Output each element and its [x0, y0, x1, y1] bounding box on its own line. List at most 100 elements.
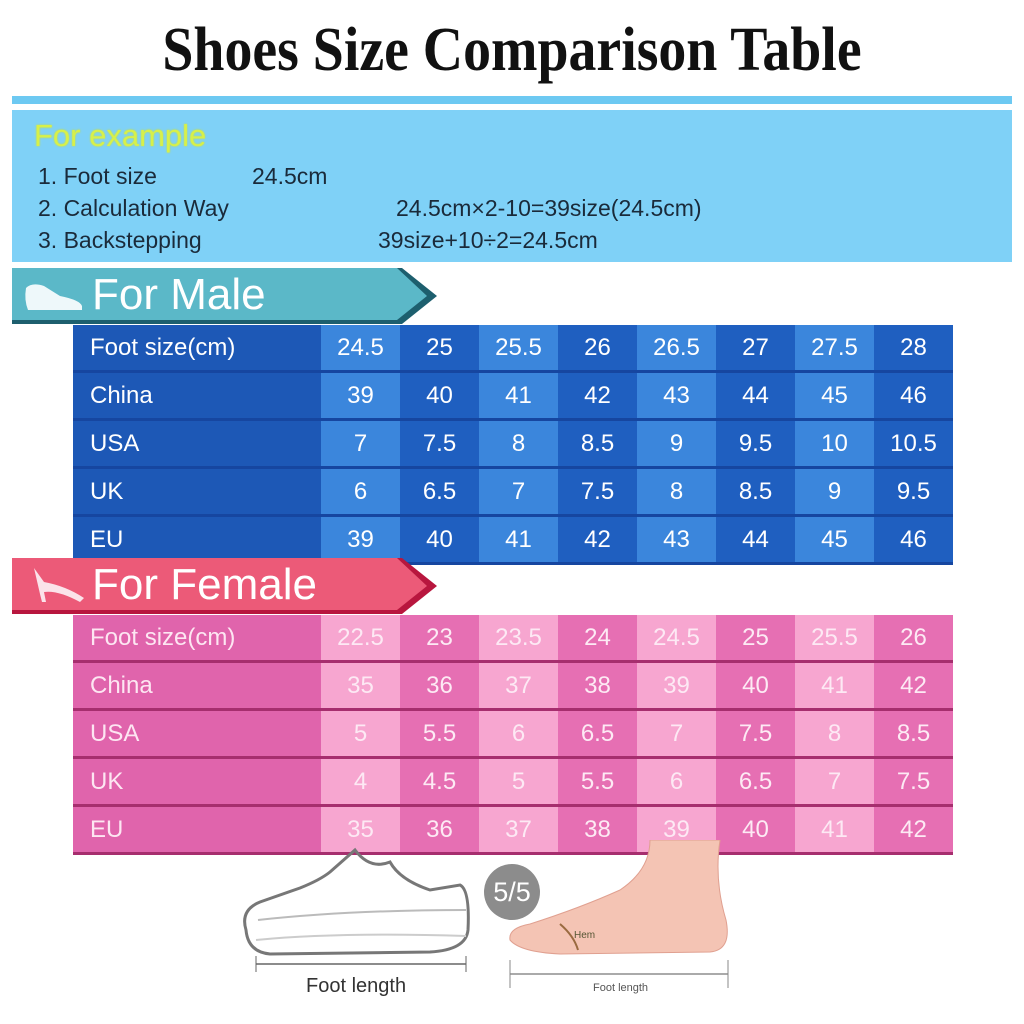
size-cell: 40 — [716, 663, 795, 708]
table-row: EU 39 40 41 42 43 44 45 46 — [73, 517, 953, 565]
female-banner-arrow — [12, 558, 437, 614]
size-cell: 8.5 — [716, 469, 795, 514]
female-size-table: Foot size(cm) 22.5 23 23.5 24 24.5 25 25.5 26 Chi… — [73, 615, 953, 855]
divider — [12, 96, 1012, 104]
size-cell: 35 — [321, 663, 400, 708]
table-row: UK 6 6.5 7 7.5 8 8.5 9 9.5 — [73, 469, 953, 517]
size-cell: 26 — [874, 615, 953, 660]
size-cell: 40 — [400, 517, 479, 562]
size-cell: 9 — [795, 469, 874, 514]
size-cell: 7.5 — [400, 421, 479, 466]
size-cell: 42 — [558, 373, 637, 418]
row-label: UK — [73, 469, 321, 514]
table-row: China 35 36 37 38 39 40 41 42 — [73, 663, 953, 711]
size-cell: 44 — [716, 517, 795, 562]
size-cell: 41 — [479, 517, 558, 562]
size-cell: 7.5 — [716, 711, 795, 756]
size-cell: 40 — [716, 807, 795, 852]
page-title: Shoes Size Comparison Table — [162, 16, 862, 84]
size-cell: 40 — [400, 373, 479, 418]
male-heading: For Male — [92, 270, 266, 319]
size-cell: 26.5 — [637, 325, 716, 370]
table-row: China 39 40 41 42 43 44 45 46 — [73, 373, 953, 421]
size-cell: 7 — [321, 421, 400, 466]
size-cell: 23.5 — [479, 615, 558, 660]
row-label: China — [73, 373, 321, 418]
row-label: Foot size(cm) — [73, 615, 321, 660]
size-cell: 36 — [400, 663, 479, 708]
table-row: Foot size(cm) 22.5 23 23.5 24 24.5 25 25.5 26 — [73, 615, 953, 663]
size-cell: 42 — [558, 517, 637, 562]
size-cell: 8.5 — [874, 711, 953, 756]
size-cell: 6 — [637, 759, 716, 804]
size-cell: 7.5 — [558, 469, 637, 514]
size-cell: 4.5 — [400, 759, 479, 804]
size-cell: 38 — [558, 807, 637, 852]
size-cell: 6 — [479, 711, 558, 756]
example-line-label: 1. Foot size — [38, 163, 157, 189]
size-cell: 24 — [558, 615, 637, 660]
foot-illustration — [509, 840, 729, 988]
size-cell: 38 — [558, 663, 637, 708]
size-cell: 39 — [321, 517, 400, 562]
male-size-table: Foot size(cm) 24.5 25 25.5 26 26.5 27 27.5 28 Chi… — [73, 325, 953, 565]
size-cell: 41 — [795, 807, 874, 852]
shoe-caption: Foot length — [306, 975, 407, 997]
foot-caption: Foot length — [590, 982, 652, 995]
male-banner: For Male — [12, 268, 442, 324]
hem-label: Hem — [574, 930, 596, 941]
size-cell: 24.5 — [321, 325, 400, 370]
size-cell: 7 — [795, 759, 874, 804]
row-label: USA — [73, 421, 321, 466]
size-cell: 6.5 — [400, 469, 479, 514]
size-cell: 8 — [637, 469, 716, 514]
size-cell: 35 — [321, 807, 400, 852]
size-cell: 41 — [479, 373, 558, 418]
size-cell: 9.5 — [716, 421, 795, 466]
image-counter-badge[interactable]: 5/5 — [484, 864, 540, 920]
size-cell: 45 — [795, 517, 874, 562]
size-cell: 27.5 — [795, 325, 874, 370]
size-cell: 25 — [716, 615, 795, 660]
row-label: USA — [73, 711, 321, 756]
female-banner: For Female — [12, 558, 442, 614]
size-cell: 28 — [874, 325, 953, 370]
size-cell: 37 — [479, 807, 558, 852]
example-heading: For example — [34, 118, 207, 153]
size-cell: 42 — [874, 663, 953, 708]
size-cell: 8 — [795, 711, 874, 756]
size-cell: 5.5 — [400, 711, 479, 756]
size-cell: 7 — [637, 711, 716, 756]
size-cell: 24.5 — [637, 615, 716, 660]
size-cell: 42 — [874, 807, 953, 852]
size-cell: 6 — [321, 469, 400, 514]
row-label: EU — [73, 807, 321, 852]
size-cell: 25 — [400, 325, 479, 370]
size-cell: 5 — [321, 711, 400, 756]
size-cell: 43 — [637, 373, 716, 418]
example-line-label: 2. Calculation Way — [38, 195, 229, 221]
size-cell: 10 — [795, 421, 874, 466]
size-cell: 5 — [479, 759, 558, 804]
example-line-value: 24.5cm×2-10=39size(24.5cm) — [396, 195, 702, 221]
size-cell: 6.5 — [558, 711, 637, 756]
table-row: USA 7 7.5 8 8.5 9 9.5 10 10.5 — [73, 421, 953, 469]
mens-shoe-icon — [25, 284, 82, 310]
size-cell: 23 — [400, 615, 479, 660]
size-cell: 7.5 — [874, 759, 953, 804]
example-line-label: 3. Backstepping — [38, 227, 202, 253]
table-row: Foot size(cm) 24.5 25 25.5 26 26.5 27 27.5 28 — [73, 325, 953, 373]
size-cell: 43 — [637, 517, 716, 562]
size-cell: 45 — [795, 373, 874, 418]
size-cell: 9.5 — [874, 469, 953, 514]
example-line-value: 39size+10÷2=24.5cm — [378, 227, 598, 253]
row-label: Foot size(cm) — [73, 325, 321, 370]
size-cell: 36 — [400, 807, 479, 852]
shoe-outline-illustration — [243, 847, 470, 972]
size-cell: 44 — [716, 373, 795, 418]
size-cell: 39 — [637, 663, 716, 708]
size-cell: 8 — [479, 421, 558, 466]
size-cell: 25.5 — [795, 615, 874, 660]
male-banner-arrow — [12, 268, 437, 324]
size-cell: 4 — [321, 759, 400, 804]
